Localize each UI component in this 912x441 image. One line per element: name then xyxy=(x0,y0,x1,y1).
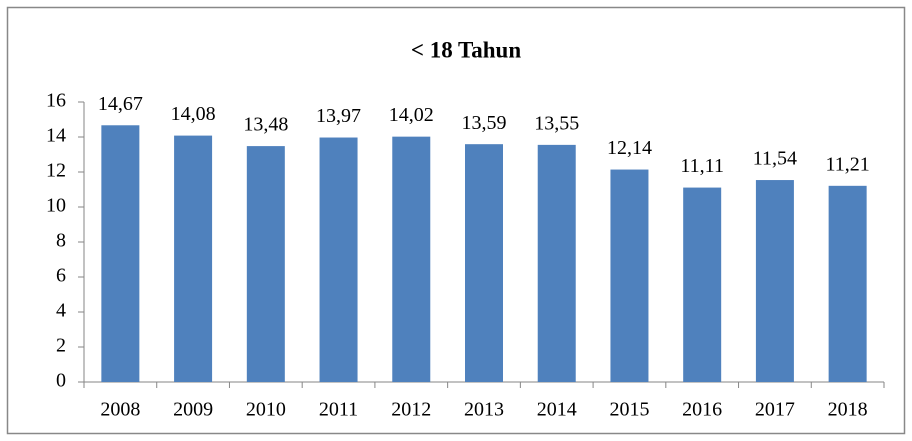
bar xyxy=(537,144,576,382)
bar xyxy=(828,185,867,382)
data-label: 14,67 xyxy=(98,93,143,115)
x-tick-label: 2015 xyxy=(609,399,649,421)
data-label: 13,55 xyxy=(534,112,579,134)
y-tick-label: 10 xyxy=(46,195,66,217)
x-tick-label: 2013 xyxy=(464,399,504,421)
bar xyxy=(174,135,213,382)
x-tick-label: 2012 xyxy=(391,399,431,421)
y-tick-label: 0 xyxy=(56,370,66,392)
data-label: 14,02 xyxy=(389,104,434,126)
bar xyxy=(465,144,503,382)
x-tick-label: 2016 xyxy=(682,399,722,421)
data-label: 11,11 xyxy=(680,155,724,177)
bar xyxy=(392,136,431,382)
data-label: 11,21 xyxy=(826,153,870,175)
y-tick-label: 12 xyxy=(46,160,66,182)
y-tick-label: 2 xyxy=(56,335,66,357)
chart-title: < 18 Tahun xyxy=(411,37,522,62)
y-tick-label: 16 xyxy=(46,90,66,112)
x-tick-label: 2009 xyxy=(173,399,213,421)
x-tick-label: 2008 xyxy=(100,399,140,421)
y-tick-label: 6 xyxy=(56,265,66,287)
x-tick-label: 2011 xyxy=(319,399,358,421)
bar xyxy=(319,137,358,382)
bar xyxy=(683,187,722,382)
data-label: 13,97 xyxy=(316,105,361,127)
x-tick-label: 2010 xyxy=(246,399,286,421)
chart-border xyxy=(6,6,906,435)
x-tick-label: 2018 xyxy=(828,399,868,421)
x-tick-label: 2017 xyxy=(755,399,795,421)
data-label: 13,48 xyxy=(243,114,288,136)
bar xyxy=(755,180,794,382)
bar xyxy=(246,146,285,382)
data-label: 14,08 xyxy=(171,103,216,125)
y-tick-label: 14 xyxy=(46,125,66,147)
data-label: 12,14 xyxy=(607,137,652,159)
y-tick-label: 4 xyxy=(56,300,66,322)
x-tick-label: 2014 xyxy=(537,399,577,421)
bar xyxy=(101,125,140,383)
data-label: 13,59 xyxy=(462,112,507,134)
y-tick-label: 8 xyxy=(56,230,66,252)
bar xyxy=(610,169,649,382)
data-label: 11,54 xyxy=(753,148,797,170)
